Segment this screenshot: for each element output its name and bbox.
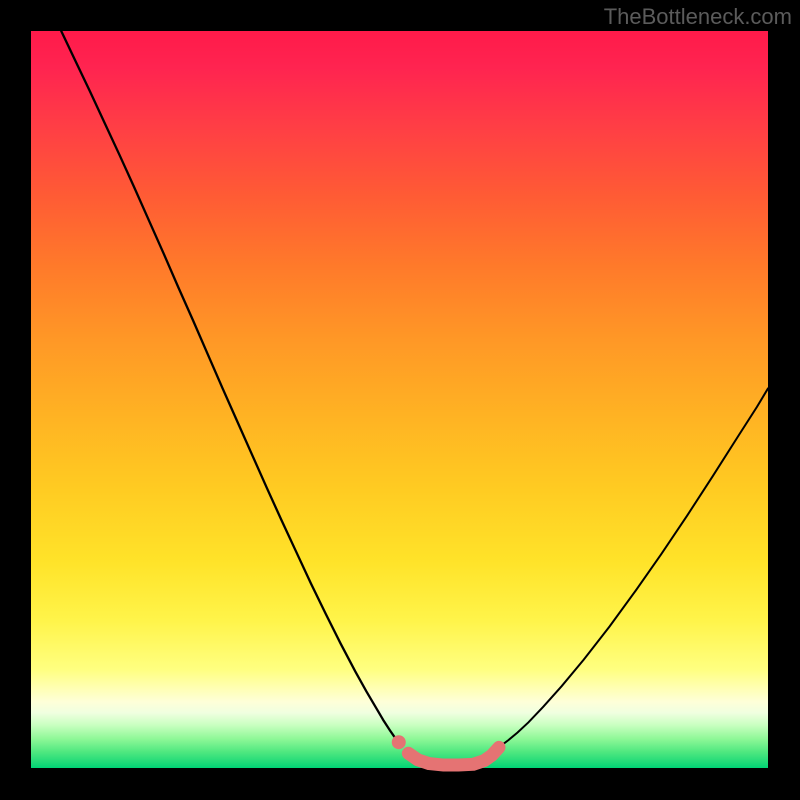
watermark-text: TheBottleneck.com <box>604 4 792 30</box>
bottleneck-chart <box>0 0 800 800</box>
chart-stage: TheBottleneck.com <box>0 0 800 800</box>
plot-background <box>31 31 768 768</box>
bottom-band-dot <box>392 735 406 749</box>
